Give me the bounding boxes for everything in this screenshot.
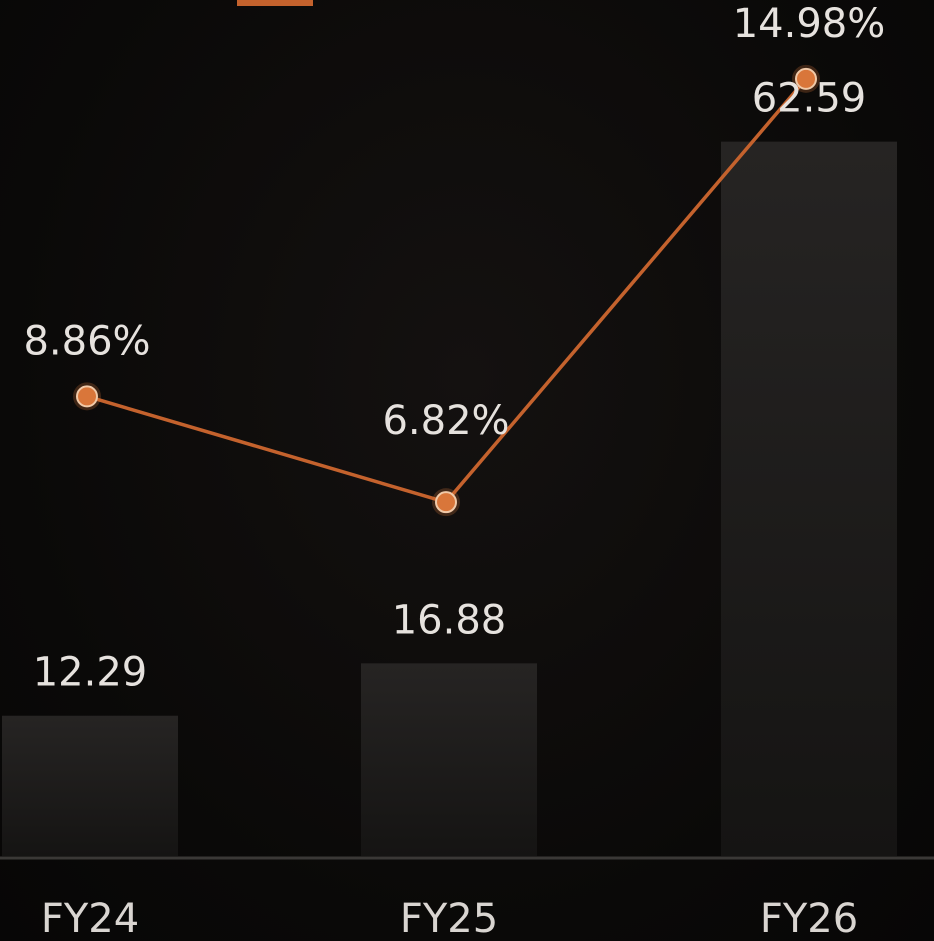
line-layer <box>73 64 820 517</box>
bar-value-label: 62.59 <box>752 76 867 122</box>
x-tick-label: FY26 <box>760 896 858 941</box>
legend-fragment <box>237 0 313 6</box>
bar-value-label: 16.88 <box>392 597 507 643</box>
bar-fy24 <box>2 715 178 856</box>
bar-fy25 <box>361 663 537 856</box>
x-tick-label: FY25 <box>400 896 498 941</box>
line-point-fy26 <box>795 67 817 90</box>
bar-value-label: 12.29 <box>33 650 148 696</box>
bars-layer <box>2 141 897 856</box>
line-value-label: 14.98% <box>733 1 886 47</box>
line-value-label: 8.86% <box>23 318 150 364</box>
labels-layer: 12.29 16.88 62.59 8.86% 6.82% 14.98% FY24 FY25 F… <box>23 1 885 941</box>
line-point-fy24 <box>76 385 98 408</box>
x-tick-label: FY24 <box>41 896 139 941</box>
bar-fy26 <box>721 141 897 856</box>
line-value-label: 6.82% <box>382 398 509 444</box>
line-point-fy25 <box>435 491 457 514</box>
